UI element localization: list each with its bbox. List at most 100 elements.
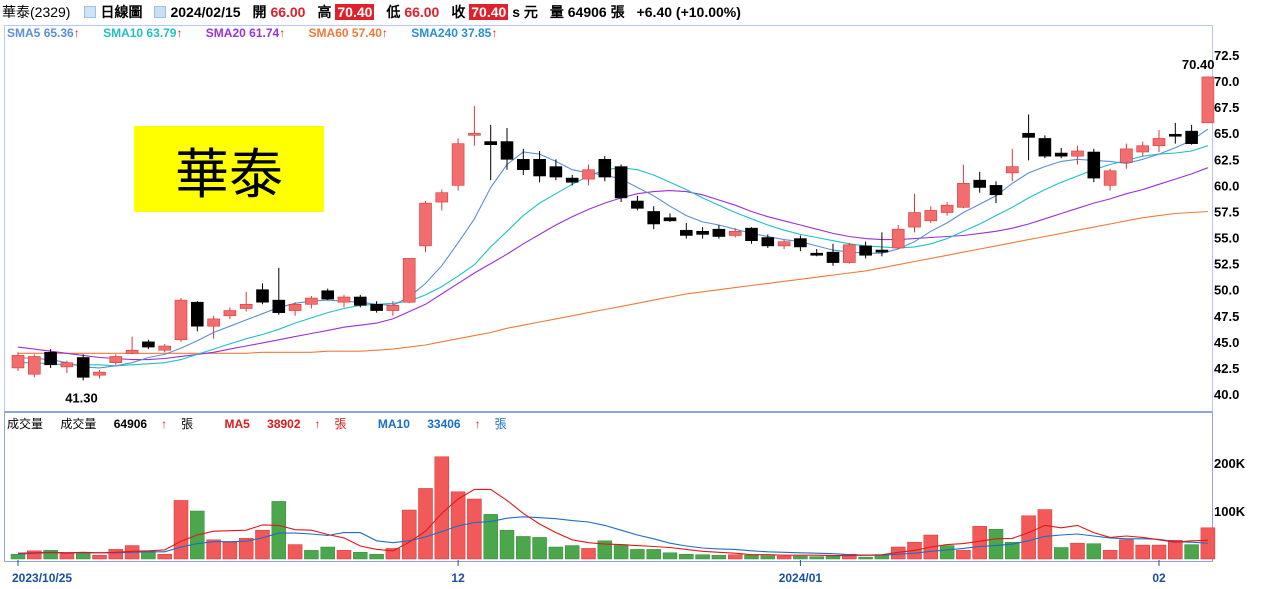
legend-sma60-value: 57.40 bbox=[351, 26, 382, 40]
volume-bar bbox=[1135, 544, 1150, 560]
volume-bar bbox=[59, 553, 75, 560]
volume-bar bbox=[499, 529, 515, 560]
legend-ma10: MA10 33406 ↑ 張 bbox=[378, 417, 521, 431]
volume-bar bbox=[304, 550, 319, 560]
checkbox-icon[interactable] bbox=[154, 6, 167, 18]
candle-body bbox=[696, 230, 709, 235]
candle-body bbox=[516, 159, 530, 171]
candle-body bbox=[1071, 150, 1084, 157]
legend-volume-value: 64906 bbox=[113, 417, 148, 431]
candle-body bbox=[468, 132, 481, 136]
volume-bar bbox=[662, 552, 678, 560]
vol-ma5-line bbox=[17, 488, 1208, 557]
legend-sma240-value: 37.85 bbox=[461, 26, 492, 40]
candle-body bbox=[1054, 152, 1068, 157]
candle-body bbox=[288, 303, 302, 311]
legend-volume-label: 成交量 bbox=[60, 417, 97, 431]
candle-body bbox=[565, 177, 579, 183]
candle-body bbox=[321, 290, 335, 300]
price-legend: SMA5 65.36↑ SMA10 63.79↑ SMA20 61.74↑ SM… bbox=[7, 26, 517, 40]
price-tick-label: 55.0 bbox=[1214, 231, 1239, 246]
candle-body bbox=[500, 141, 514, 160]
volume-bar bbox=[1086, 543, 1102, 560]
volume-bar bbox=[630, 549, 645, 560]
price-tick-label: 65.0 bbox=[1214, 126, 1239, 141]
volume-panel[interactable] bbox=[4, 412, 1213, 562]
candle-body bbox=[1087, 151, 1101, 179]
legend-sma240: SMA240 37.85↑ bbox=[411, 26, 497, 40]
volume-bar bbox=[776, 555, 792, 560]
volume-bar bbox=[92, 554, 107, 560]
legend-ma10-label: MA10 bbox=[377, 417, 410, 431]
quote-header: 華泰(2329) 日線圖 2024/02/15 開 66.00 高 70.40 … bbox=[0, 0, 1274, 24]
legend-sma60-label: SMA60 bbox=[308, 26, 349, 40]
candle-body bbox=[223, 310, 237, 317]
volume-bar bbox=[1151, 544, 1167, 560]
candle-body bbox=[305, 297, 318, 305]
volume-tick-label: 100K bbox=[1214, 504, 1246, 519]
candle-body bbox=[142, 341, 155, 348]
candle-body bbox=[125, 349, 139, 354]
up-arrow-icon: ↑ bbox=[381, 26, 388, 40]
candle-body bbox=[239, 303, 253, 309]
volume-bar bbox=[255, 529, 270, 560]
volume-bar bbox=[1005, 541, 1020, 560]
legend-sma60: SMA60 57.40↑ bbox=[309, 26, 388, 40]
legend-sma240-label: SMA240 bbox=[411, 26, 458, 40]
price-tick-label: 45.0 bbox=[1214, 335, 1239, 350]
close-value: 70.40 bbox=[469, 4, 509, 20]
volume-unit: 張 bbox=[610, 4, 625, 20]
volume-bar bbox=[972, 526, 987, 560]
price-panel[interactable] bbox=[4, 25, 1213, 412]
legend-ma10-value: 33406 bbox=[427, 417, 461, 431]
unit-label: s 元 bbox=[512, 4, 538, 20]
candle-body bbox=[1038, 138, 1052, 157]
candle-body bbox=[158, 345, 171, 351]
price-tick-label: 67.5 bbox=[1214, 100, 1239, 115]
legend-sma20-label: SMA20 bbox=[205, 26, 246, 40]
period-dropdown-icon[interactable] bbox=[84, 6, 97, 18]
quote-date: 2024/02/15 bbox=[170, 4, 241, 20]
candle-body bbox=[207, 318, 220, 327]
volume-bar bbox=[1184, 544, 1199, 560]
volume-bar bbox=[483, 514, 498, 560]
legend-sma20: SMA20 61.74↑ bbox=[206, 26, 285, 40]
candle-body bbox=[11, 355, 25, 369]
high-label: 高 bbox=[317, 4, 332, 20]
stock-name: 華泰(2329) bbox=[2, 4, 71, 20]
sma60-line bbox=[18, 210, 1208, 354]
candle-body bbox=[728, 230, 742, 236]
candle-body bbox=[76, 357, 90, 378]
candle-body bbox=[1022, 132, 1035, 138]
volume-bar bbox=[27, 550, 42, 560]
price-tick-label: 62.5 bbox=[1214, 152, 1239, 167]
legend-volume: 成交量 64906 ↑ 張 bbox=[60, 417, 207, 431]
volume-bar bbox=[157, 553, 172, 560]
volume-bar bbox=[858, 556, 873, 560]
candle-body bbox=[1103, 170, 1117, 186]
volume-bar bbox=[646, 549, 661, 560]
candle-body bbox=[386, 305, 400, 311]
period-label[interactable]: 日線圖 bbox=[100, 4, 143, 20]
legend-ma5-value: 38902 bbox=[267, 417, 301, 431]
candle-body bbox=[973, 179, 987, 188]
candle-body bbox=[842, 244, 856, 263]
candle-body bbox=[794, 238, 807, 248]
volume-bar bbox=[222, 541, 238, 560]
up-arrow-icon: ↑ bbox=[491, 26, 498, 40]
legend-ma5-unit: 張 bbox=[334, 417, 347, 431]
volume-bar bbox=[727, 554, 743, 560]
candle-body bbox=[663, 217, 677, 222]
volume-bar bbox=[1037, 509, 1053, 560]
volume-label: 量 bbox=[549, 4, 564, 20]
volume-bar bbox=[1070, 542, 1085, 560]
volume-bar bbox=[581, 548, 596, 560]
sma20-line bbox=[17, 167, 1209, 361]
volume-legend: 成交量 成交量 64906 ↑ 張 MA5 38902 ↑ 張 MA10 33406 ↑ 張 bbox=[7, 415, 535, 432]
sma5-line bbox=[17, 128, 1209, 369]
volume-bar bbox=[320, 546, 335, 560]
candle-body bbox=[272, 299, 286, 313]
up-arrow-icon: ↑ bbox=[73, 26, 80, 40]
candle-body bbox=[256, 289, 269, 303]
